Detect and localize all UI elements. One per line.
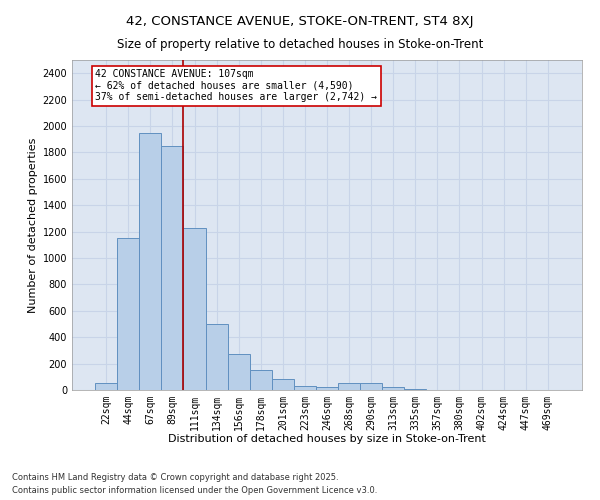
Bar <box>95 384 117 390</box>
Text: Contains HM Land Registry data © Crown copyright and database right 2025.: Contains HM Land Registry data © Crown c… <box>12 474 338 482</box>
Bar <box>360 384 382 390</box>
X-axis label: Distribution of detached houses by size in Stoke-on-Trent: Distribution of detached houses by size … <box>168 434 486 444</box>
Bar <box>117 238 139 390</box>
Bar <box>294 386 316 390</box>
Bar <box>161 146 184 390</box>
Bar <box>139 132 161 390</box>
Bar <box>250 370 272 390</box>
Bar <box>316 388 338 390</box>
Text: 42 CONSTANCE AVENUE: 107sqm
← 62% of detached houses are smaller (4,590)
37% of : 42 CONSTANCE AVENUE: 107sqm ← 62% of det… <box>95 69 377 102</box>
Text: Contains public sector information licensed under the Open Government Licence v3: Contains public sector information licen… <box>12 486 377 495</box>
Bar <box>206 324 227 390</box>
Bar <box>272 379 294 390</box>
Y-axis label: Number of detached properties: Number of detached properties <box>28 138 38 312</box>
Bar <box>227 354 250 390</box>
Text: 42, CONSTANCE AVENUE, STOKE-ON-TRENT, ST4 8XJ: 42, CONSTANCE AVENUE, STOKE-ON-TRENT, ST… <box>126 15 474 28</box>
Bar <box>184 228 206 390</box>
Text: Size of property relative to detached houses in Stoke-on-Trent: Size of property relative to detached ho… <box>117 38 483 51</box>
Bar <box>382 386 404 390</box>
Bar <box>338 382 360 390</box>
Bar <box>404 389 427 390</box>
